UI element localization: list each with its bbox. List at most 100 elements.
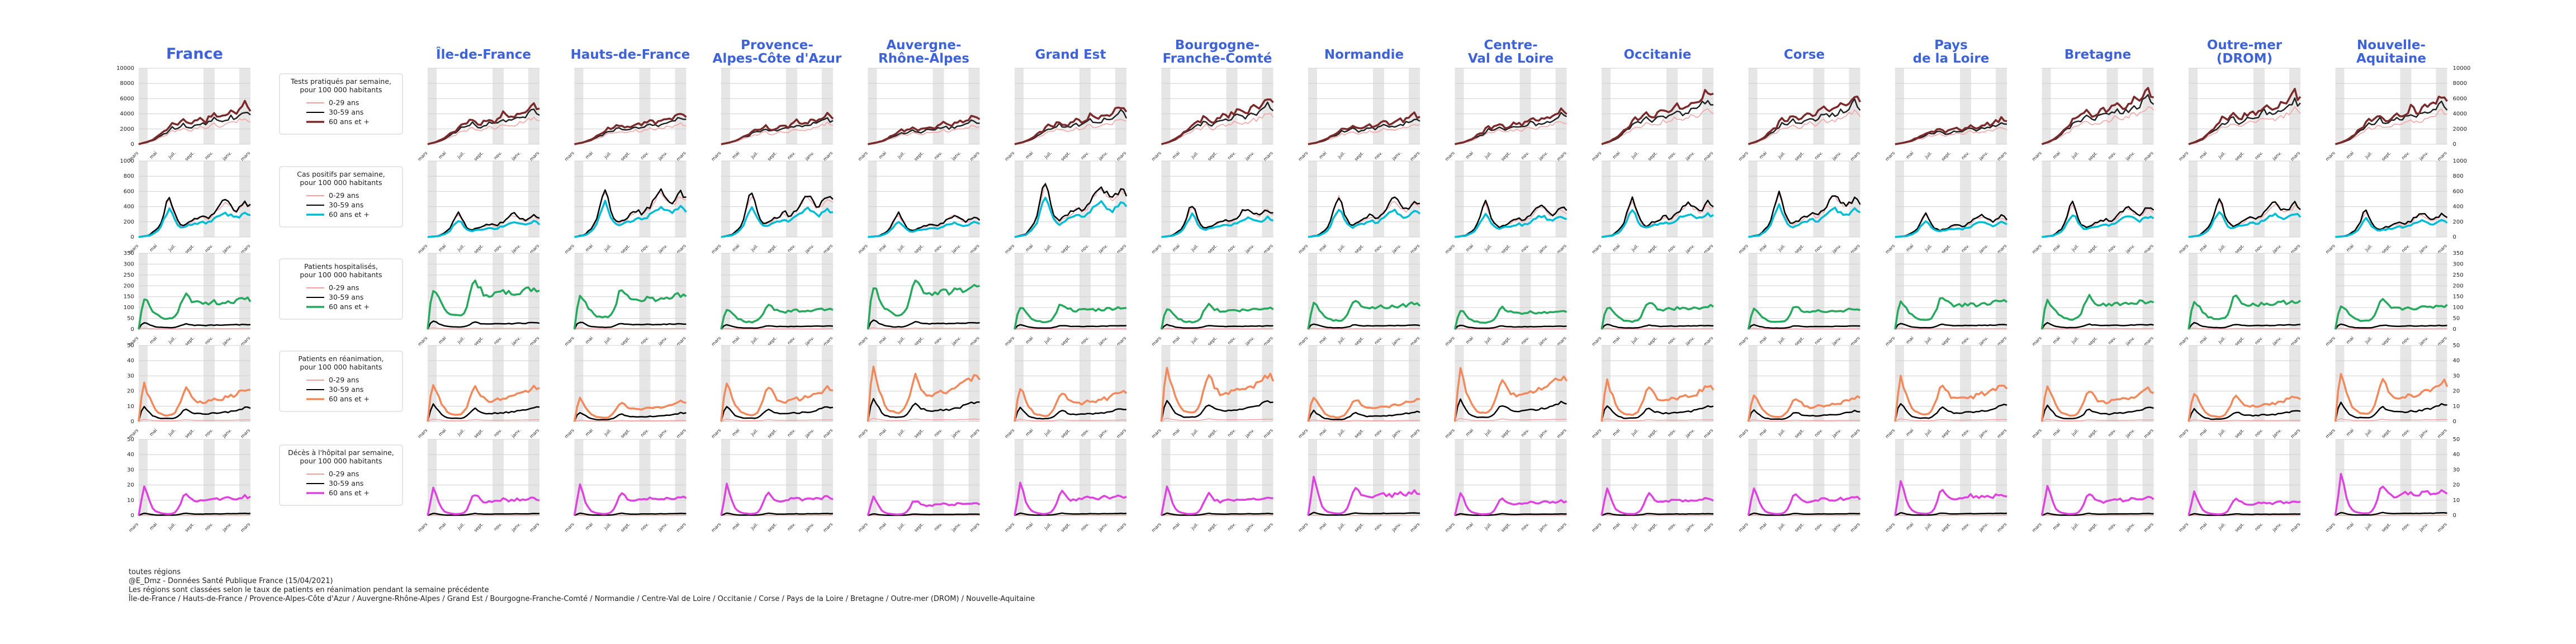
series-line-rea_60 xyxy=(866,366,981,422)
x-tick-label: mai xyxy=(878,522,887,531)
shade-band xyxy=(1308,253,1317,329)
shade-band xyxy=(1555,161,1567,237)
panel: mars mai juil. sept. nov. janv. mars xyxy=(2324,253,2448,347)
x-tick-label: janv. xyxy=(510,522,522,533)
series-line-tests_30 xyxy=(1601,100,1714,145)
y-tick-label-left: 1000 xyxy=(120,158,134,164)
x-tick-label: nov. xyxy=(933,150,943,160)
x-tick-label: mars xyxy=(711,243,722,255)
x-tick-label: mai xyxy=(2345,150,2355,160)
x-tick-label: juil. xyxy=(456,150,466,160)
x-tick-label: mars xyxy=(1150,522,1162,533)
x-tick-label: sept. xyxy=(1647,428,1658,439)
x-tick-label: sept. xyxy=(1207,335,1218,347)
y-tick-label-right: 30 xyxy=(2453,467,2460,473)
x-tick-label: nov. xyxy=(1227,428,1237,438)
y-tick-label-right: 20 xyxy=(2453,482,2460,489)
x-tick-label: sept. xyxy=(1060,243,1071,254)
y-tick-label-right: 1000 xyxy=(2453,158,2467,164)
shade-band xyxy=(1702,161,1713,237)
y-tick-label-left: 200 xyxy=(124,283,134,289)
x-tick-label: sept. xyxy=(1060,428,1071,439)
series-line-tests_30 xyxy=(1748,98,1861,145)
x-tick-label: janv. xyxy=(1391,335,1402,347)
series-line-tests_60 xyxy=(427,102,540,145)
series-line-hosp_0 xyxy=(138,328,250,330)
shade-band xyxy=(1849,439,1860,515)
shade-band xyxy=(2253,68,2265,144)
x-tick-label: janv. xyxy=(950,335,962,347)
legend-entry: 30-59 ans xyxy=(329,293,363,301)
x-tick-label: sept. xyxy=(913,150,925,162)
x-tick-label: sept. xyxy=(1060,522,1071,533)
x-tick-label: sept. xyxy=(2381,335,2392,347)
x-tick-label: sept. xyxy=(2087,243,2099,254)
legend-box xyxy=(279,73,403,135)
x-tick-label: mars xyxy=(1884,335,1896,347)
y-tick-label-left: 0 xyxy=(131,419,134,425)
shade-band xyxy=(1996,345,2007,422)
x-tick-label: mai xyxy=(731,335,741,345)
region-title: Pays xyxy=(1934,38,1968,53)
x-tick-label: mai xyxy=(1465,522,1474,531)
x-tick-label: janv. xyxy=(804,243,815,254)
x-tick-label: mai xyxy=(1612,150,1621,160)
x-tick-label: sept. xyxy=(2087,522,2099,533)
shade-band xyxy=(1115,68,1126,144)
shade-band xyxy=(1813,439,1825,515)
shade-band xyxy=(1666,161,1678,237)
series-line-rea_0 xyxy=(1161,417,1273,422)
y-tick-label-right: 200 xyxy=(2453,283,2464,289)
x-tick-label: mars xyxy=(857,335,869,347)
shade-band xyxy=(1409,253,1420,329)
shade-band xyxy=(239,345,250,422)
shade-band xyxy=(639,253,651,329)
y-tick-label-left: 600 xyxy=(124,188,134,195)
shade-band xyxy=(721,439,730,515)
x-tick-label: janv. xyxy=(1978,150,1989,162)
x-tick-label: sept. xyxy=(1794,243,1805,254)
shade-band xyxy=(1262,68,1273,144)
series-line-cases_60 xyxy=(2335,217,2448,238)
shade-band xyxy=(239,68,250,144)
series-line-dec_30 xyxy=(721,512,834,517)
shade-band xyxy=(639,161,651,237)
x-tick-label: mars xyxy=(1409,428,1421,439)
x-tick-label: mars xyxy=(1737,150,1749,162)
shade-band xyxy=(2189,439,2198,515)
x-tick-label: juil. xyxy=(2217,243,2227,253)
x-tick-label: janv. xyxy=(657,243,668,254)
shade-band xyxy=(493,345,504,422)
shade-band xyxy=(1373,68,1384,144)
x-tick-label: sept. xyxy=(1500,243,1512,254)
x-tick-label: nov. xyxy=(2254,428,2264,438)
y-tick-label-right: 800 xyxy=(2453,173,2464,179)
x-tick-label: janv. xyxy=(657,335,668,347)
shade-band xyxy=(239,161,250,237)
x-tick-label: mars xyxy=(1996,428,2008,439)
series-line-tests_60 xyxy=(1161,98,1274,145)
x-tick-label: mars xyxy=(1737,335,1749,347)
shade-band xyxy=(1849,161,1860,237)
series-line-rea_60 xyxy=(573,396,686,422)
shade-band xyxy=(1748,439,1758,515)
x-tick-label: mai xyxy=(1905,428,1915,437)
x-tick-label: mai xyxy=(1025,150,1034,160)
panel: mars mai juil. sept. nov. janv. mars xyxy=(711,439,834,533)
x-tick-label: sept. xyxy=(473,428,484,439)
x-tick-label: mai xyxy=(1905,243,1915,253)
series-line-cases_30 xyxy=(574,188,686,238)
x-tick-label: sept. xyxy=(766,335,778,347)
y-tick-label-left: 20 xyxy=(127,482,134,489)
panel: mars mai juil. sept. nov. janv. mars xyxy=(1737,160,1861,255)
shade-band xyxy=(868,68,877,144)
y-tick-label-left: 0 xyxy=(131,513,134,519)
x-tick-label: mars xyxy=(1004,335,1016,347)
shade-band xyxy=(1849,253,1860,329)
panel: mars mai juil. sept. nov. janv. mars xyxy=(1591,253,1714,347)
panel: mars mai juil. sept. nov. janv. mars xyxy=(1591,160,1714,255)
series-line-dec_60 xyxy=(1600,487,1714,516)
shade-band xyxy=(1262,253,1273,329)
x-tick-label: nov. xyxy=(1080,150,1090,160)
x-tick-label: janv. xyxy=(221,335,233,347)
